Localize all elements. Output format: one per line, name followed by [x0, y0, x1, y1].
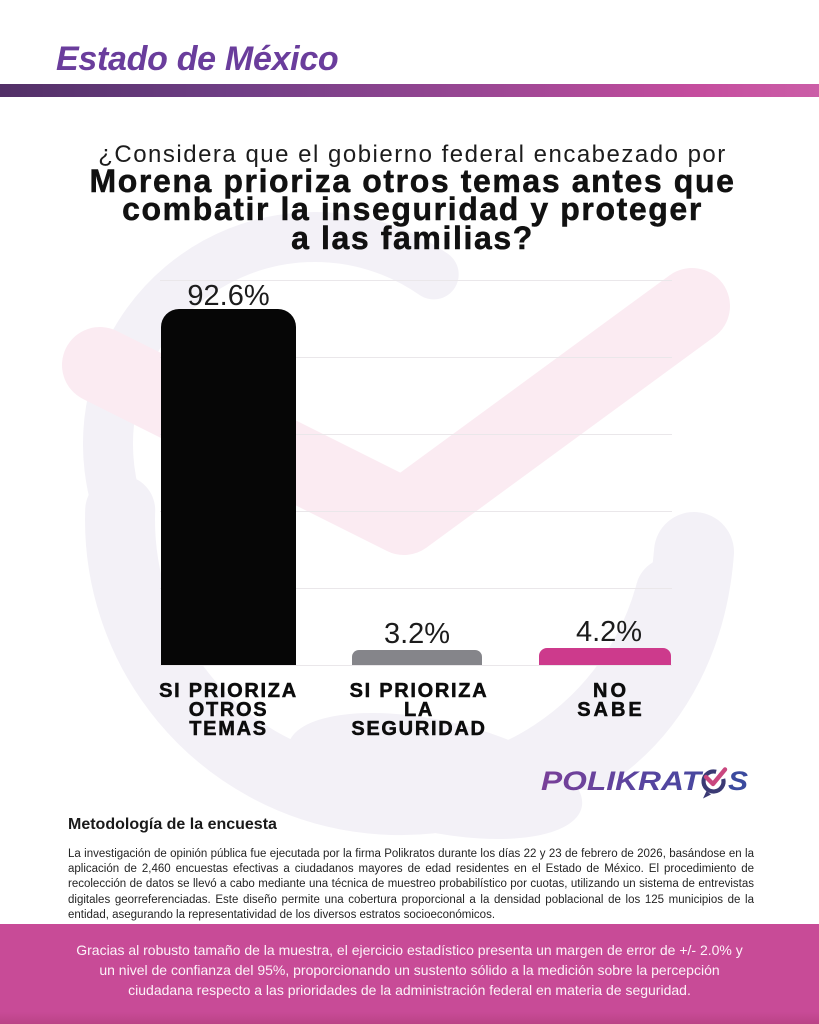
svg-text:S: S — [728, 766, 748, 796]
svg-text:POLIKRAT: POLIKRAT — [541, 766, 704, 796]
